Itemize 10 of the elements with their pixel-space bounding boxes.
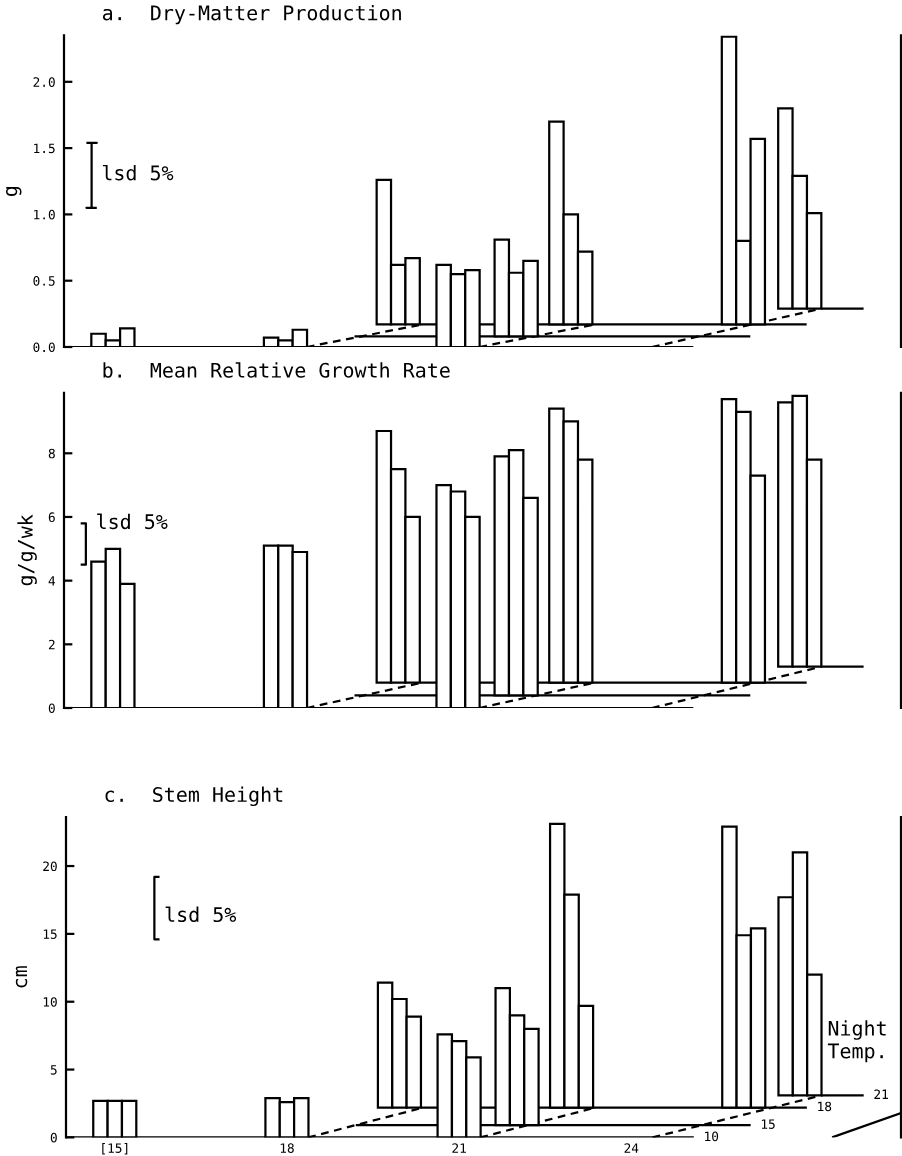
chart-title: a. Dry-Matter Production bbox=[102, 4, 401, 25]
annotation: Night Temp. bbox=[827, 1020, 886, 1063]
chart-title: b. Mean Relative Growth Rate bbox=[103, 362, 450, 378]
annotation: lsd 5% bbox=[97, 513, 168, 530]
annotation: lsd 5% bbox=[102, 164, 174, 181]
y-axis-title: g/g/wk bbox=[17, 514, 37, 586]
chart-title: c. Stem Height bbox=[105, 786, 283, 807]
y-axis-title: cm bbox=[15, 966, 28, 988]
y-axis-title: g bbox=[5, 187, 22, 197]
annotation: lsd 5% bbox=[165, 906, 237, 923]
